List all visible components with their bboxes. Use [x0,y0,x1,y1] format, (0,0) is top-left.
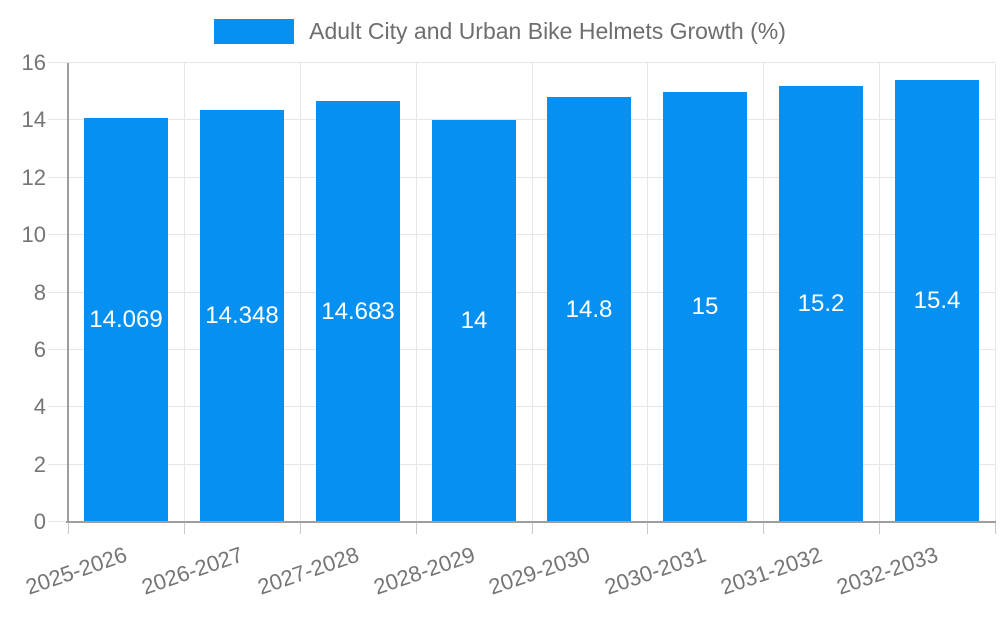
gridline-h [48,292,995,293]
x-tick [300,522,301,534]
y-axis-label: 10 [21,222,46,247]
x-axis-line [66,521,996,523]
legend-label: Adult City and Urban Bike Helmets Growth… [309,18,786,44]
bar-value-label: 14 [460,307,488,334]
bar[interactable] [663,92,747,522]
bar[interactable] [200,110,284,522]
x-tick [184,522,185,534]
legend-item[interactable]: Adult City and Urban Bike Helmets Growth… [214,17,786,45]
gridline-h [48,177,995,178]
bar[interactable] [779,86,863,522]
bar-value-label: 15 [691,293,719,320]
legend: Adult City and Urban Bike Helmets Growth… [0,17,1000,45]
x-tick [647,522,648,534]
gridline-v [416,63,417,522]
gridline-h [48,234,995,235]
gridline-h [48,406,995,407]
gridline-v [995,63,996,522]
bar[interactable] [547,97,631,522]
legend-swatch [214,18,295,44]
gridline-v [532,63,533,522]
x-tick [763,522,764,534]
bar[interactable] [316,101,400,522]
bar-value-label: 14.8 [565,296,613,323]
bar-chart: Adult City and Urban Bike Helmets Growth… [0,17,1000,600]
y-axis-label: 8 [33,280,46,305]
gridline-v [879,63,880,522]
gridline-h [48,464,995,465]
y-axis-label: 2 [33,452,46,477]
x-tick [532,522,533,534]
gridline-v [647,63,648,522]
bar[interactable] [895,80,979,522]
x-tick [995,522,996,534]
bar[interactable] [432,120,516,522]
gridline-h [48,62,995,63]
bar-value-label: 15.2 [797,290,845,317]
y-axis-label: 0 [33,509,46,534]
y-axis-label: 16 [21,50,46,75]
y-axis-label: 6 [33,337,46,362]
gridline-h [48,119,995,120]
bar-value-label: 14.683 [321,298,395,325]
bar-value-label: 14.348 [205,302,279,329]
bar-value-label: 15.4 [913,287,961,314]
gridline-h [48,349,995,350]
y-axis-line [67,63,69,522]
gridline-v [184,63,185,522]
gridline-v [763,63,764,522]
gridline-v [300,63,301,522]
bar[interactable] [84,118,168,522]
x-tick [416,522,417,534]
y-tick [48,521,68,522]
y-axis-label: 12 [21,165,46,190]
y-axis-label: 14 [21,107,46,132]
x-tick [68,522,69,534]
x-tick [879,522,880,534]
y-axis-label: 4 [33,394,46,419]
bar-value-label: 14.069 [89,306,163,333]
